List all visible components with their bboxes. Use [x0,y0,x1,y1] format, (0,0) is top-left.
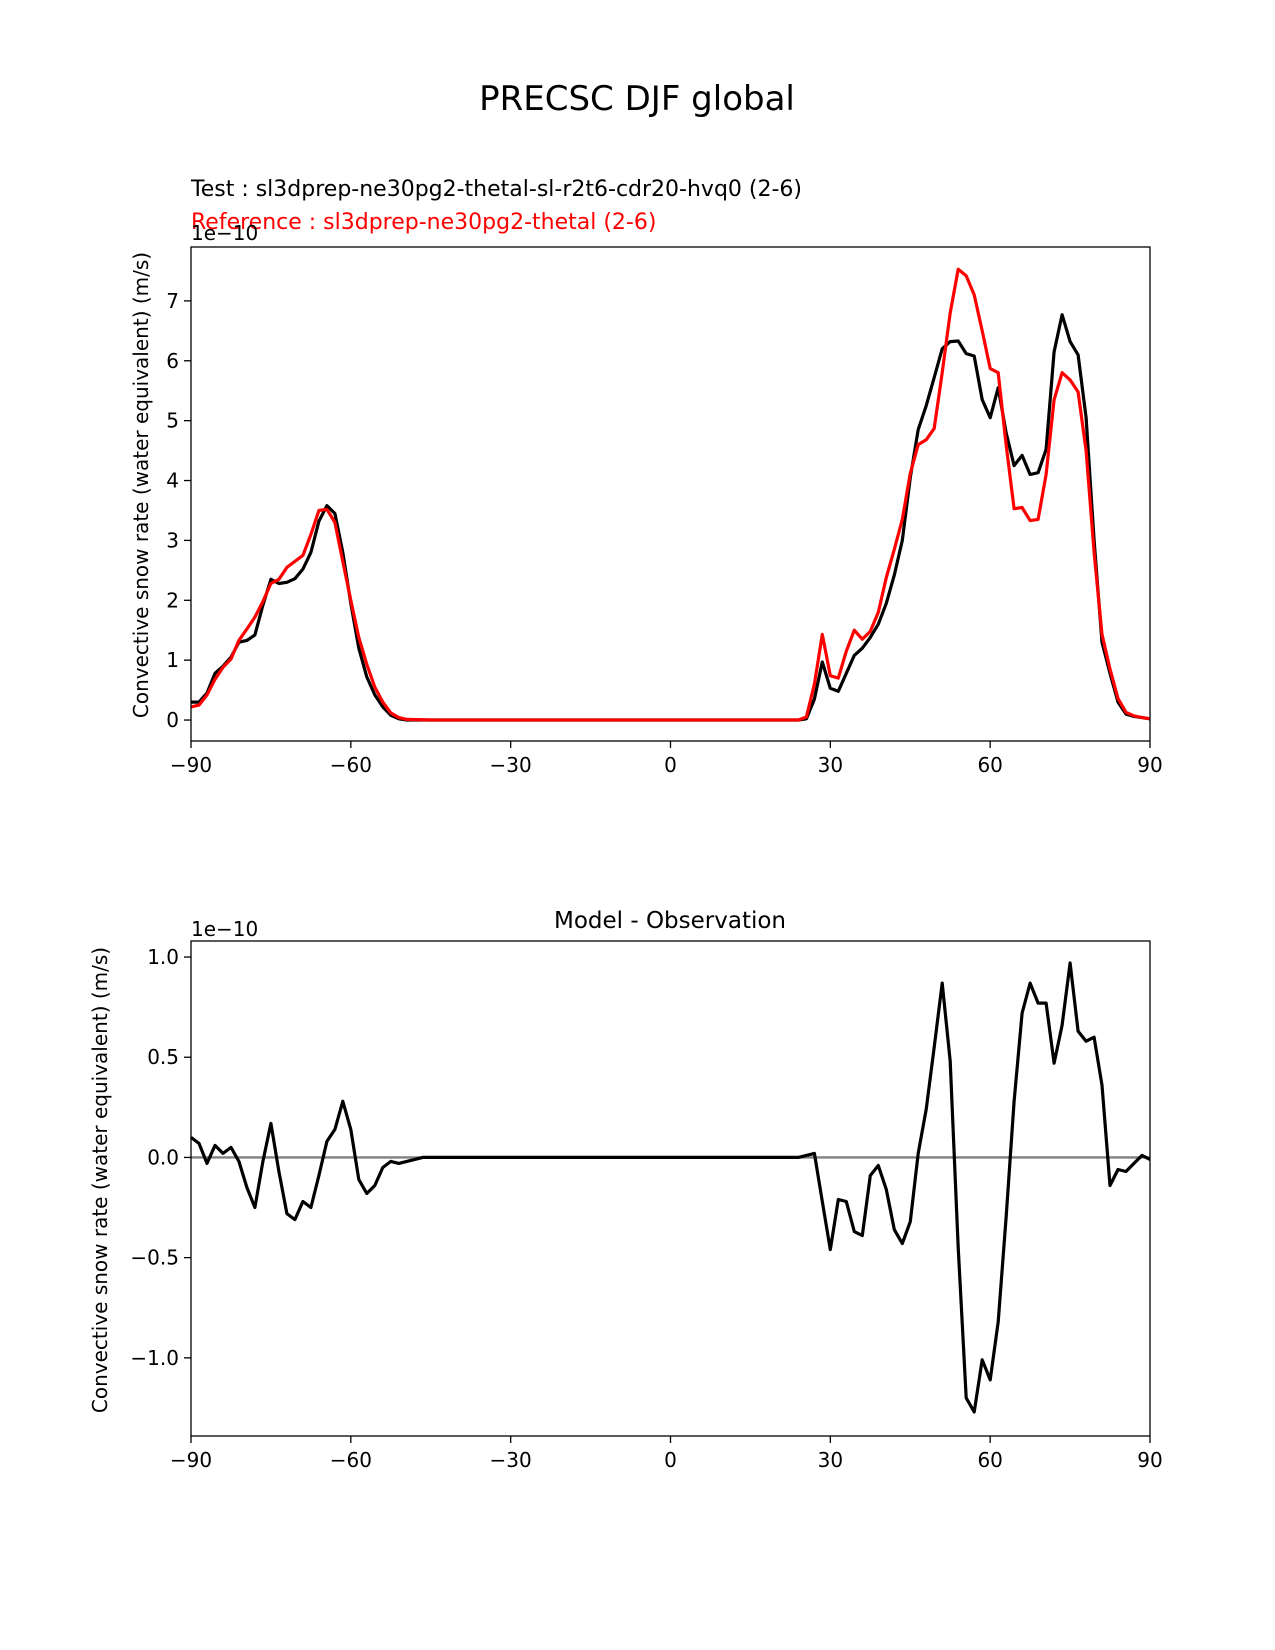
bottom-x-tick-label: 30 [818,1448,843,1472]
top-y-tick-label: 1 [166,648,179,672]
top-x-tick-label: 0 [664,753,677,777]
bottom-x-tick-label: −90 [170,1448,212,1472]
bottom-series-difference-line [190,961,1151,1414]
bottom-x-tick-label: 0 [664,1448,677,1472]
bottom-y-tick-label: −1.0 [130,1346,179,1370]
bottom-y-tick-label: 0.0 [147,1145,179,1169]
bottom-y-ticks: −1.0 −0.5 0.0 0.5 1.0 [130,945,191,1370]
reference-label: Reference : sl3dprep-ne30pg2-thetal (2-6… [191,210,656,235]
top-x-tick-label: −60 [330,753,372,777]
top-x-tick-label: −90 [170,753,212,777]
bottom-y-tick-label: 0.5 [147,1045,179,1069]
top-y-tick-label: 4 [166,469,179,493]
top-y-axis-label: Convective snow rate (water equivalent) … [129,252,153,718]
figure-title: PRECSC DJF global [479,79,795,119]
top-x-tick-label: 60 [977,753,1002,777]
bottom-panel-title: Model - Observation [554,908,786,934]
top-y-tick-label: 6 [166,349,179,373]
bottom-x-ticks: −90 −60 −30 0 30 60 90 [170,1436,1163,1472]
top-y-tick-label: 5 [166,409,179,433]
top-x-ticks: −90 −60 −30 0 30 60 90 [170,741,1163,777]
bottom-x-tick-label: −60 [330,1448,372,1472]
top-series-test-line [191,313,1151,722]
top-y-tick-label: 2 [166,588,179,612]
bottom-y-axis-label: Convective snow rate (water equivalent) … [88,947,112,1413]
top-x-tick-label: 30 [818,753,843,777]
top-y-tick-label: 3 [166,528,179,552]
top-plot-frame [190,246,1151,742]
bottom-plot-frame [190,940,1151,1437]
bottom-x-tick-label: 90 [1137,1448,1162,1472]
top-y-tick-label: 7 [166,289,179,313]
bottom-plot-lines [190,961,1151,1414]
top-y-ticks: 0 1 2 3 4 5 6 7 [166,289,191,732]
top-offset-text: 1e−10 [191,221,258,245]
bottom-panel: Model - Observation 1e−10 Convective sno… [88,908,1163,1472]
top-y-tick-label: 0 [166,708,179,732]
bottom-y-tick-label: 1.0 [147,945,179,969]
top-panel: Test : sl3dprep-ne30pg2-thetal-sl-r2t6-c… [129,177,1163,777]
bottom-x-tick-label: 60 [977,1448,1002,1472]
top-x-tick-label: 90 [1137,753,1162,777]
bottom-y-tick-label: −0.5 [130,1246,179,1270]
test-label: Test : sl3dprep-ne30pg2-thetal-sl-r2t6-c… [190,177,802,202]
top-plot-lines [190,267,1151,722]
top-series-reference-line [190,267,1151,722]
bottom-x-tick-label: −30 [490,1448,532,1472]
bottom-offset-text: 1e−10 [191,917,258,941]
top-x-tick-label: −30 [490,753,532,777]
